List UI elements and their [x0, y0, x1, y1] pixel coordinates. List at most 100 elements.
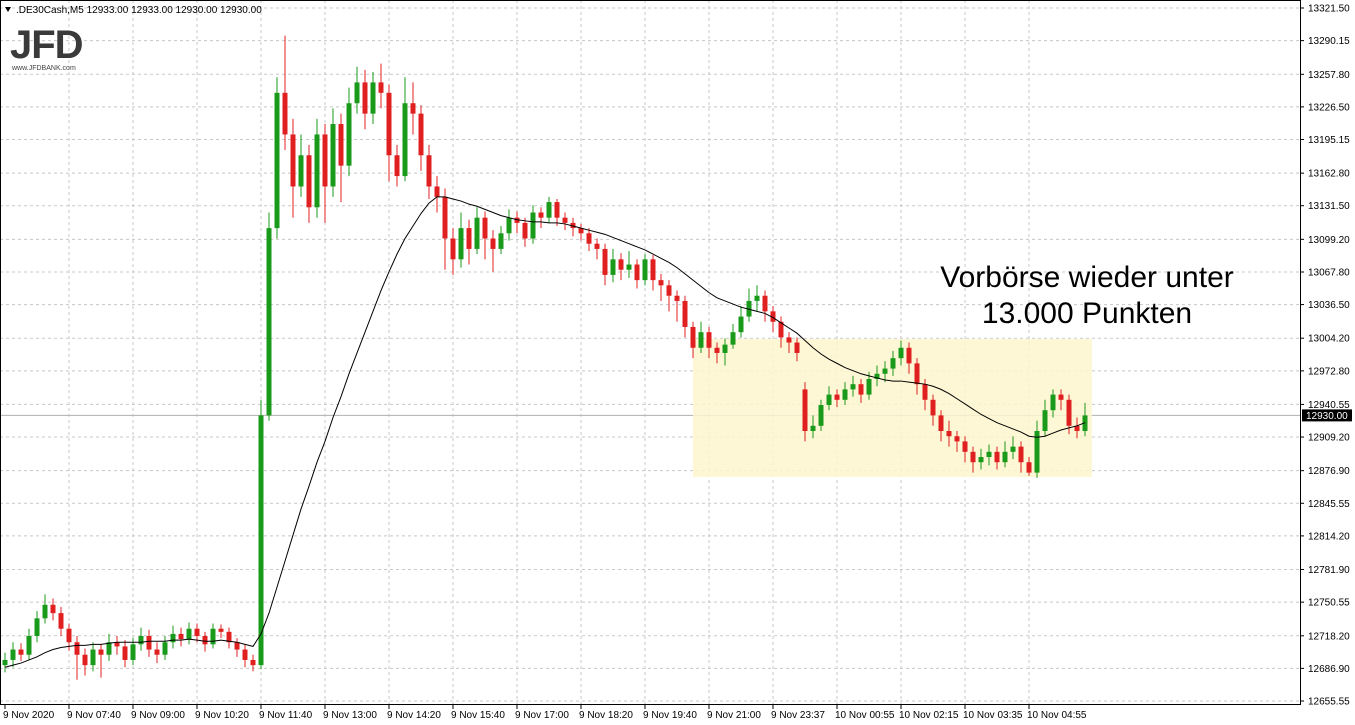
x-tick-label: 10 Nov 02:15	[899, 710, 959, 721]
x-tick-label: 9 Nov 15:40	[451, 710, 505, 721]
candle-body	[626, 264, 632, 270]
candle-body	[1018, 446, 1024, 463]
y-tick-label: 13036.50	[1308, 300, 1350, 311]
candle-body	[834, 394, 840, 400]
y-tick-label: 13099.20	[1308, 235, 1350, 246]
candle-body	[506, 217, 512, 234]
candle-body	[274, 92, 280, 229]
y-tick-label: 13195.15	[1308, 135, 1350, 146]
candle-body	[594, 243, 600, 249]
candle-body	[34, 618, 40, 637]
candle-body	[26, 636, 32, 655]
candle-body	[922, 384, 928, 400]
annotation: 13.000 Punkten	[982, 297, 1192, 330]
candle-body	[466, 228, 472, 249]
candle-body	[234, 642, 240, 650]
candle-body	[698, 332, 704, 348]
candle-body	[74, 642, 80, 655]
candle-body	[954, 436, 960, 442]
candle-body	[1042, 410, 1048, 432]
candle-body	[418, 113, 424, 156]
candle-body	[10, 649, 16, 660]
candle-body	[994, 451, 1000, 463]
candle-body	[250, 659, 256, 666]
y-tick-label: 13067.80	[1308, 268, 1350, 279]
logo-url: www.JFDBANK.com	[11, 65, 76, 72]
logo-brand: JFD	[10, 23, 83, 67]
candle-body	[658, 280, 664, 286]
candle-body	[514, 217, 520, 223]
candle-body	[242, 649, 248, 660]
candle-body	[290, 134, 296, 187]
candle-body	[746, 300, 752, 317]
candle-body	[306, 155, 312, 208]
candle-body	[106, 642, 112, 655]
candle-body	[690, 326, 696, 348]
y-tick-label: 12845.55	[1308, 499, 1350, 510]
candle-body	[130, 644, 136, 660]
candle-body	[826, 394, 832, 405]
menu-triangle	[5, 7, 11, 12]
candle-body	[538, 212, 544, 218]
candle-body	[762, 295, 768, 312]
candle-body	[986, 451, 992, 458]
candle-body	[98, 649, 104, 655]
candle-body	[66, 628, 72, 643]
candle-body	[458, 228, 464, 260]
candle-body	[370, 82, 376, 114]
annotation: Vorbörse wieder unter	[940, 261, 1234, 294]
y-tick-label: 12972.80	[1308, 366, 1350, 377]
candle-body	[794, 342, 800, 353]
candle-body	[42, 604, 48, 619]
x-tick-label: 10 Nov 03:35	[963, 710, 1023, 721]
x-tick-label: 9 Nov 07:40	[67, 710, 121, 721]
candle-body	[1050, 394, 1056, 411]
candle-body	[1002, 451, 1008, 463]
y-tick-label: 12940.55	[1308, 400, 1350, 411]
candle-body	[410, 103, 416, 114]
candle-body	[18, 649, 24, 655]
y-tick-label: 12750.55	[1308, 598, 1350, 609]
candle-body	[642, 259, 648, 281]
candle-body	[914, 363, 920, 385]
x-tick-label: 9 Nov 14:20	[387, 710, 441, 721]
candle-body	[170, 633, 176, 643]
candle-body	[650, 259, 656, 281]
y-tick-label: 12814.20	[1308, 531, 1350, 542]
y-tick-label: 12655.55	[1308, 696, 1350, 707]
y-tick-label: 12781.90	[1308, 565, 1350, 576]
candle-body	[434, 186, 440, 197]
candle-body	[314, 134, 320, 208]
candle-body	[866, 378, 872, 395]
candle-body	[346, 103, 352, 166]
candle-body	[1026, 462, 1032, 473]
candle-body	[962, 441, 968, 452]
candle-body	[978, 457, 984, 463]
candle-body	[930, 399, 936, 416]
y-tick-label: 13290.15	[1308, 36, 1350, 47]
candle-body	[610, 259, 616, 275]
candle-body	[754, 295, 760, 301]
candle-body	[970, 451, 976, 463]
candle-body	[378, 82, 384, 93]
candle-body	[2, 659, 8, 666]
candle-body	[474, 217, 480, 249]
candle-body	[578, 228, 584, 234]
candle-body	[210, 628, 216, 645]
x-tick-label: 9 Nov 2020	[3, 710, 55, 721]
candle-body	[850, 384, 856, 390]
x-tick-label: 10 Nov 04:55	[1027, 710, 1087, 721]
candle-body	[218, 628, 224, 632]
candle-body	[162, 642, 168, 655]
candle-body	[810, 425, 816, 432]
candle-body	[394, 155, 400, 177]
candle-body	[570, 222, 576, 229]
candle-body	[58, 613, 64, 629]
candle-body	[50, 604, 56, 614]
y-tick-label: 13321.50	[1308, 4, 1350, 15]
candle-body	[898, 347, 904, 359]
last-price-label: 12930.00	[1306, 411, 1348, 422]
candle-body	[82, 654, 88, 666]
plot-border	[0, 0, 1301, 705]
